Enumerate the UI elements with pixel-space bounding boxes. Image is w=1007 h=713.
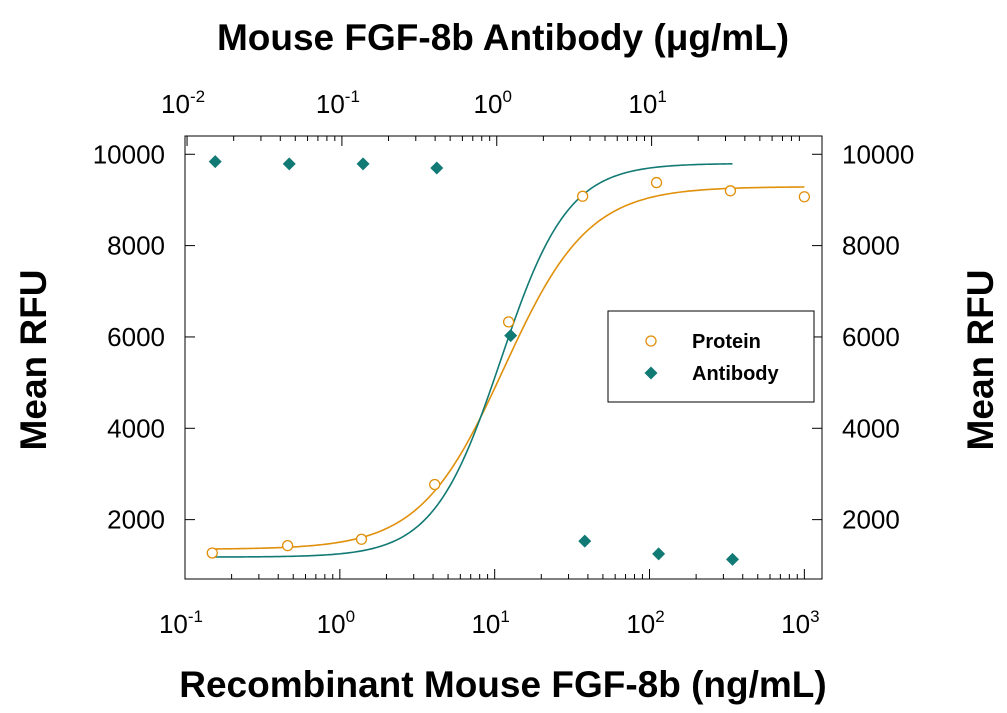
protein-data-point (724, 185, 737, 197)
y-axis-label-right: Mean RFU (960, 270, 1001, 451)
antibody-fit-curve (215, 163, 733, 558)
antibody-data-point (282, 157, 296, 171)
protein-data-point (502, 316, 515, 328)
protein-fit-curve (212, 186, 805, 550)
top-tick-label: 100 (474, 87, 512, 119)
top-tick-label: 101 (628, 87, 666, 119)
tick-label-base: 10 (471, 609, 500, 639)
protein-data-point (650, 176, 663, 189)
right-y-tick-label: 6000 (842, 322, 900, 352)
bottom-tick-label: 102 (626, 607, 664, 639)
antibody-data-point (504, 329, 518, 343)
antibody-legend-label: Antibody (692, 363, 780, 385)
bottom-tick-label: 10-1 (159, 607, 203, 639)
chart-title: Mouse FGF-8b Antibody (μg/mL) (217, 17, 789, 58)
right-y-tick-label: 2000 (842, 505, 900, 535)
protein-data-point (206, 547, 218, 559)
tick-label-exponent: 0 (346, 607, 355, 626)
top-tick-label: 10-1 (316, 87, 360, 119)
right-y-tick-label: 4000 (842, 413, 900, 443)
tick-label-exponent: 1 (657, 87, 666, 106)
tick-label-exponent: -1 (345, 87, 360, 106)
left-y-tick-label: 4000 (107, 413, 165, 443)
protein-data-point (355, 533, 368, 545)
tick-label-exponent: 2 (655, 607, 664, 626)
right-y-tick-label: 10000 (842, 139, 914, 169)
antibody-data-point (652, 547, 666, 561)
tick-label-exponent: 3 (810, 607, 819, 626)
antibody-data-point (356, 157, 370, 171)
antibody-data-point (430, 161, 444, 175)
data-points (206, 155, 811, 566)
top-tick-label: 10-2 (161, 87, 205, 119)
protein-legend-marker (645, 335, 657, 347)
antibody-data-point (578, 534, 592, 548)
tick-label-base: 10 (628, 89, 657, 119)
protein-data-point (429, 478, 441, 491)
antibody-data-point (208, 155, 222, 169)
left-y-tick-label: 8000 (107, 231, 165, 261)
tick-label-exponent: 0 (502, 87, 511, 106)
protein-data-point (577, 190, 589, 202)
legend-items: Protein Antibody (644, 331, 780, 385)
antibody-data-point (726, 552, 740, 566)
fit-curves (212, 163, 805, 558)
tick-label-base: 10 (781, 609, 810, 639)
tick-label-base: 10 (159, 609, 188, 639)
tick-label-base: 10 (316, 89, 345, 119)
protein-legend-label: Protein (692, 331, 761, 353)
protein-data-point (281, 540, 294, 552)
tick-label-base: 10 (317, 609, 346, 639)
bottom-tick-label: 103 (781, 607, 819, 639)
y-axis-label-left: Mean RFU (13, 270, 54, 451)
protein-data-point (798, 191, 811, 203)
x-axis-label: Recombinant Mouse FGF-8b (ng/mL) (179, 664, 826, 705)
left-y-tick-label: 6000 (107, 322, 165, 352)
tick-label-exponent: 1 (500, 607, 509, 626)
tick-label-base: 10 (626, 609, 655, 639)
tick-label-exponent: -2 (190, 87, 205, 106)
right-y-tick-label: 8000 (842, 231, 900, 261)
tick-label-base: 10 (474, 89, 503, 119)
bottom-tick-label: 101 (471, 607, 509, 639)
tick-label-exponent: -1 (188, 607, 203, 626)
legend: Protein Antibody (607, 310, 815, 403)
left-y-tick-label: 2000 (107, 505, 165, 535)
plot-frame (184, 135, 823, 580)
bottom-tick-label: 100 (317, 607, 355, 639)
antibody-legend-marker (644, 366, 658, 380)
legend-box (607, 310, 815, 403)
left-y-tick-label: 10000 (93, 139, 165, 169)
tick-label-base: 10 (161, 89, 190, 119)
